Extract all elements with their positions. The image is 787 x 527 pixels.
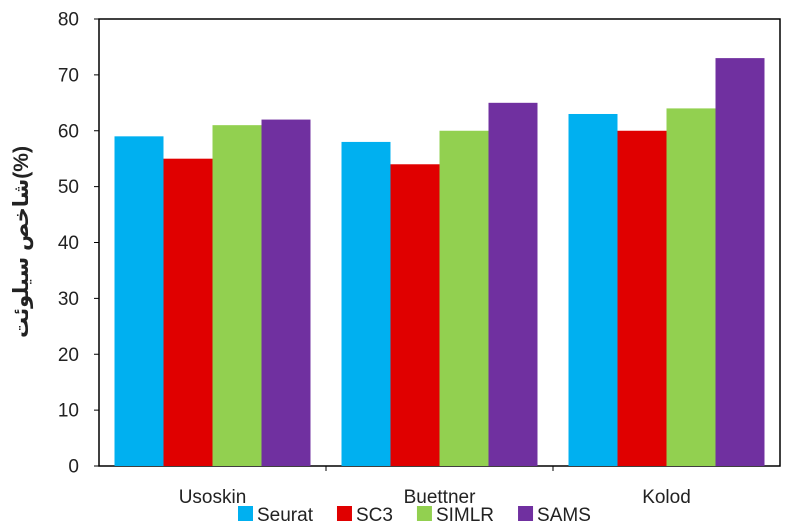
x-category-label: Usoskin <box>179 487 247 508</box>
legend-label: Seurat <box>257 505 314 522</box>
legend-label: SIMLR <box>436 505 494 522</box>
y-tick-label: 40 <box>58 233 79 254</box>
legend: Seurat SC3 SIMLR SAMS <box>238 505 591 526</box>
bar-seurat-usoskin <box>114 136 164 466</box>
bar-simlr-buettner <box>439 130 489 466</box>
bar-sams-usoskin <box>261 119 311 466</box>
legend-swatch <box>518 506 534 521</box>
x-category-label: Kolod <box>642 487 691 508</box>
y-tick-label: 70 <box>58 65 79 86</box>
y-tick-label: 30 <box>58 289 79 310</box>
bar-sc3-kolod <box>617 130 667 466</box>
y-tick-label: 10 <box>58 401 79 422</box>
bar-sc3-buettner <box>390 164 440 466</box>
y-tick-label: 0 <box>68 457 79 478</box>
bar-simlr-usoskin <box>212 125 262 466</box>
legend-swatch <box>416 506 432 521</box>
bar-seurat-kolod <box>568 113 618 467</box>
legend-label: SAMS <box>537 505 591 522</box>
bar-sams-buettner <box>488 102 538 466</box>
x-category-label: Buettner <box>404 487 476 508</box>
bar-sams-kolod <box>715 58 765 467</box>
bar-sc3-usoskin <box>163 158 213 466</box>
y-tick-label: 50 <box>58 177 79 198</box>
bars-group <box>114 58 765 471</box>
x-axis-labels: Usoskin Buettner Kolod <box>179 487 691 508</box>
y-tick-label: 20 <box>58 345 79 366</box>
y-axis-label: شاخص سیلوئت(%) <box>10 146 33 338</box>
bar-seurat-buettner <box>341 141 391 467</box>
bar-simlr-kolod <box>666 108 716 467</box>
legend-swatch <box>238 506 253 521</box>
legend-label: SC3 <box>356 505 393 522</box>
y-tick-label: 80 <box>58 10 79 31</box>
y-tick-label: 60 <box>58 121 79 142</box>
legend-swatch <box>336 506 352 521</box>
y-axis-ticks: 0 10 20 30 40 50 60 70 80 <box>58 10 99 478</box>
